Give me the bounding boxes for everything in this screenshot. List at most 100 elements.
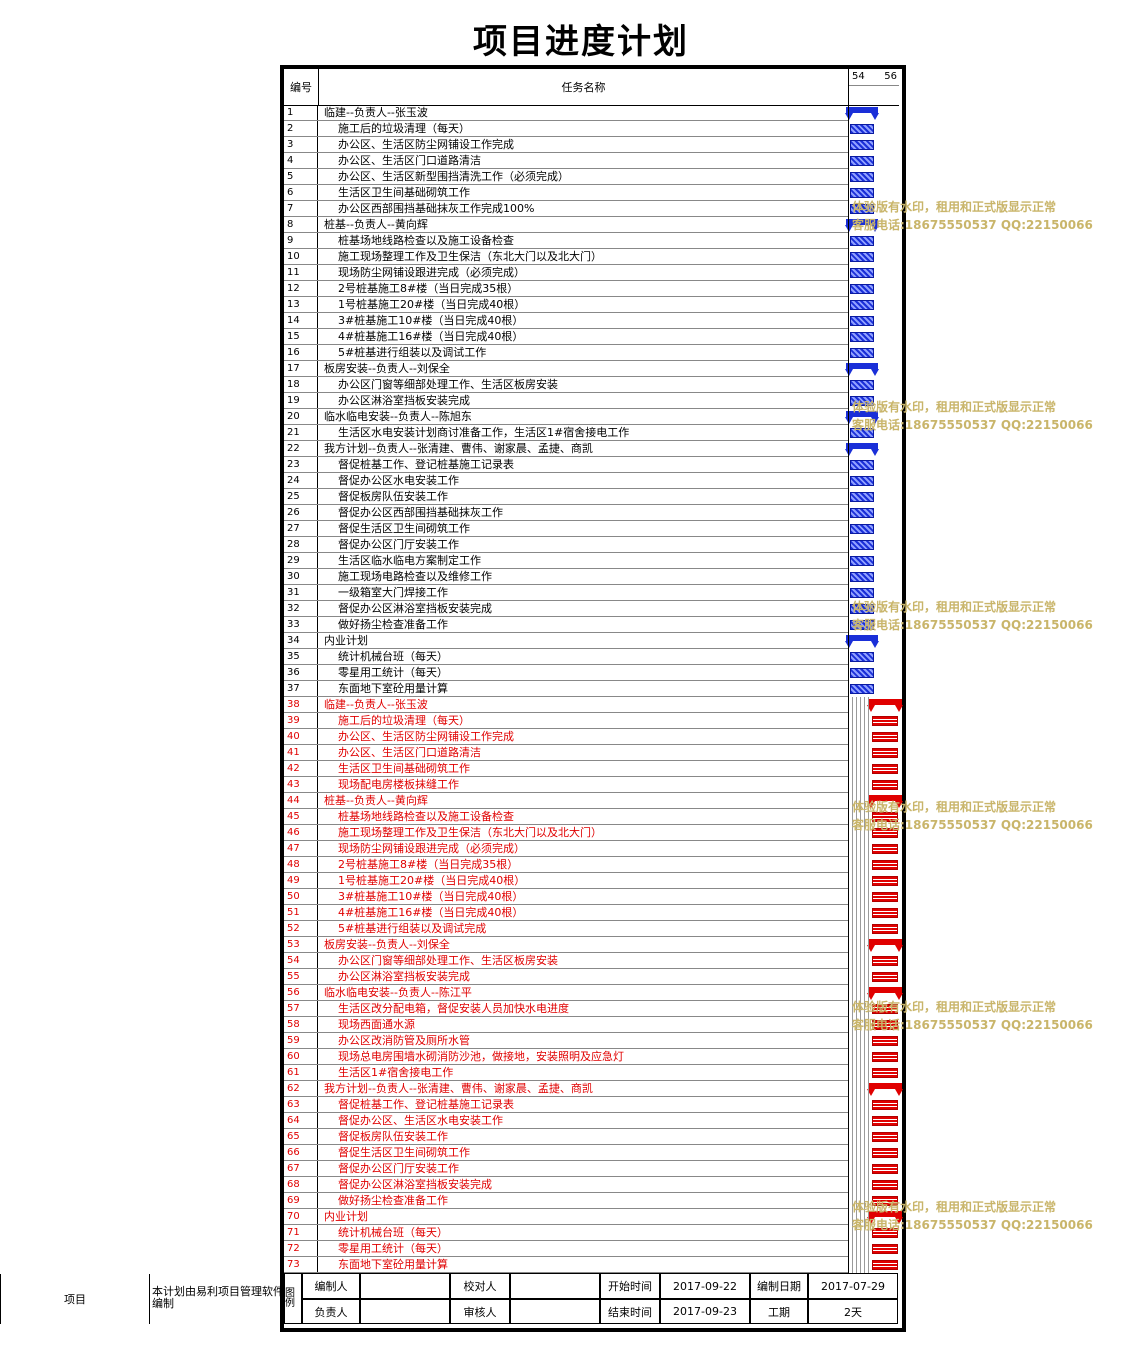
table-row[interactable]: 73 东面地下室砼用量计算 xyxy=(284,1257,848,1273)
table-row[interactable]: 59 办公区改消防管及厕所水管 xyxy=(284,1033,848,1049)
table-row[interactable]: 34 内业计划 xyxy=(284,633,848,649)
table-row[interactable]: 50 3#桩基施工10#楼（当日完成40根） xyxy=(284,889,848,905)
table-row[interactable]: 54 办公区门窗等细部处理工作、生活区板房安装 xyxy=(284,953,848,969)
table-row[interactable]: 68 督促办公区淋浴室挡板安装完成 xyxy=(284,1177,848,1193)
table-row[interactable]: 61 生活区1#宿舍接电工作 xyxy=(284,1065,848,1081)
gantt-grid-line xyxy=(868,697,869,1273)
table-row[interactable]: 17 板房安装--负责人--刘保全 xyxy=(284,361,848,377)
table-row[interactable]: 22 我方计划--负责人--张清建、曹伟、谢家晨、孟捷、商凯 xyxy=(284,441,848,457)
table-row[interactable]: 20 临水临电安装--负责人--陈旭东 xyxy=(284,409,848,425)
task-name: 办公区淋浴室挡板安装完成 xyxy=(338,970,470,983)
table-row[interactable]: 57 生活区改分配电箱，督促安装人员加快水电进度 xyxy=(284,1001,848,1017)
table-row[interactable]: 33 做好扬尘检查准备工作 xyxy=(284,617,848,633)
table-row[interactable]: 8 桩基--负责人--黄向辉 xyxy=(284,217,848,233)
table-row[interactable]: 10 施工现场整理工作及卫生保洁（东北大门以及北大门） xyxy=(284,249,848,265)
table-row[interactable]: 71 统计机械台班（每天） xyxy=(284,1225,848,1241)
table-row[interactable]: 66 督促生活区卫生间砌筑工作 xyxy=(284,1145,848,1161)
table-row[interactable]: 55 办公区淋浴室挡板安装完成 xyxy=(284,969,848,985)
table-row[interactable]: 48 2号桩基施工8#楼（当日完成35根） xyxy=(284,857,848,873)
table-row[interactable]: 65 督促板房队伍安装工作 xyxy=(284,1129,848,1145)
task-name: 临建--负责人--张玉波 xyxy=(324,106,428,119)
task-num: 17 xyxy=(284,361,318,376)
table-row[interactable]: 5 办公区、生活区新型围挡清洗工作（必须完成） xyxy=(284,169,848,185)
table-row[interactable]: 16 5#桩基进行组装以及调试工作 xyxy=(284,345,848,361)
gantt-task-bar xyxy=(850,300,874,310)
table-row[interactable]: 21 生活区水电安装计划商讨准备工作，生活区1#宿舍接电工作 xyxy=(284,425,848,441)
watermark-line2: 客服电话:18675550537 QQ:22150066 xyxy=(852,418,1093,432)
table-row[interactable]: 23 督促桩基工作、登记桩基施工记录表 xyxy=(284,457,848,473)
gantt-column xyxy=(848,105,899,1273)
table-row[interactable]: 47 现场防尘网铺设跟进完成（必须完成） xyxy=(284,841,848,857)
table-row[interactable]: 44 桩基--负责人--黄向辉 xyxy=(284,793,848,809)
table-row[interactable]: 64 督促办公区、生活区水电安装工作 xyxy=(284,1113,848,1129)
table-row[interactable]: 28 督促办公区门厅安装工作 xyxy=(284,537,848,553)
table-row[interactable]: 38 临建--负责人--张玉波 xyxy=(284,697,848,713)
table-row[interactable]: 70 内业计划 xyxy=(284,1209,848,1225)
table-row[interactable]: 72 零星用工统计（每天） xyxy=(284,1241,848,1257)
table-row[interactable]: 3 办公区、生活区防尘网铺设工作完成 xyxy=(284,137,848,153)
table-row[interactable]: 41 办公区、生活区门口道路清洁 xyxy=(284,745,848,761)
task-num: 52 xyxy=(284,921,318,936)
task-name: 督促办公区门厅安装工作 xyxy=(338,538,459,551)
table-row[interactable]: 32 督促办公区淋浴室挡板安装完成 xyxy=(284,601,848,617)
table-row[interactable]: 26 督促办公区西部围挡基础抹灰工作 xyxy=(284,505,848,521)
table-row[interactable]: 49 1号桩基施工20#楼（当日完成40根） xyxy=(284,873,848,889)
table-row[interactable]: 56 临水临电安装--负责人--陈江平 xyxy=(284,985,848,1001)
table-row[interactable]: 14 3#桩基施工10#楼（当日完成40根） xyxy=(284,313,848,329)
task-num: 53 xyxy=(284,937,318,952)
gantt-task-bar xyxy=(872,1164,898,1174)
table-row[interactable]: 24 督促办公区水电安装工作 xyxy=(284,473,848,489)
table-row[interactable]: 58 现场西面通水源 xyxy=(284,1017,848,1033)
table-row[interactable]: 40 办公区、生活区防尘网铺设工作完成 xyxy=(284,729,848,745)
task-name: 现场西面通水源 xyxy=(338,1018,415,1031)
table-row[interactable]: 25 督促板房队伍安装工作 xyxy=(284,489,848,505)
table-row[interactable]: 6 生活区卫生间基础砌筑工作 xyxy=(284,185,848,201)
table-row[interactable]: 2 施工后的垃圾清理（每天） xyxy=(284,121,848,137)
table-row[interactable]: 35 统计机械台班（每天） xyxy=(284,649,848,665)
table-row[interactable]: 36 零星用工统计（每天） xyxy=(284,665,848,681)
table-row[interactable]: 12 2号桩基施工8#楼（当日完成35根） xyxy=(284,281,848,297)
table-row[interactable]: 52 5#桩基进行组装以及调试完成 xyxy=(284,921,848,937)
table-row[interactable]: 46 施工现场整理工作及卫生保洁（东北大门以及北大门） xyxy=(284,825,848,841)
gantt-task-bar xyxy=(872,732,898,742)
table-row[interactable]: 53 板房安装--负责人--刘保全 xyxy=(284,937,848,953)
gantt-summary-bar xyxy=(845,363,879,376)
table-row[interactable]: 4 办公区、生活区门口道路清洁 xyxy=(284,153,848,169)
task-num: 73 xyxy=(284,1257,318,1272)
table-row[interactable]: 7 办公区西部围挡基础抹灰工作完成100% xyxy=(284,201,848,217)
gantt-task-bar xyxy=(850,524,874,534)
table-row[interactable]: 19 办公区淋浴室挡板安装完成 xyxy=(284,393,848,409)
table-row[interactable]: 18 办公区门窗等细部处理工作、生活区板房安装 xyxy=(284,377,848,393)
table-row[interactable]: 30 施工现场电路检查以及维修工作 xyxy=(284,569,848,585)
table-row[interactable]: 13 1号桩基施工20#楼（当日完成40根） xyxy=(284,297,848,313)
table-row[interactable]: 62 我方计划--负责人--张清建、曹伟、谢家晨、孟捷、商凯 xyxy=(284,1081,848,1097)
table-row[interactable]: 9 桩基场地线路检查以及施工设备检查 xyxy=(284,233,848,249)
task-name: 4#桩基施工16#楼（当日完成40根） xyxy=(338,906,524,919)
gantt-task-bar xyxy=(872,780,898,790)
table-row[interactable]: 43 现场配电房楼板抹缝工作 xyxy=(284,777,848,793)
table-row[interactable]: 15 4#桩基施工16#楼（当日完成40根） xyxy=(284,329,848,345)
gantt-task-bar xyxy=(872,892,898,902)
table-row[interactable]: 11 现场防尘网铺设跟进完成（必须完成） xyxy=(284,265,848,281)
table-row[interactable]: 42 生活区卫生间基础砌筑工作 xyxy=(284,761,848,777)
table-row[interactable]: 60 现场总电房围墙水砌消防沙池，做接地，安装照明及应急灯 xyxy=(284,1049,848,1065)
gantt-grid-line xyxy=(852,697,853,1273)
table-row[interactable]: 29 生活区临水临电方案制定工作 xyxy=(284,553,848,569)
table-row[interactable]: 63 督促桩基工作、登记桩基施工记录表 xyxy=(284,1097,848,1113)
table-row[interactable]: 51 4#桩基施工16#楼（当日完成40根） xyxy=(284,905,848,921)
task-name: 办公区、生活区门口道路清洁 xyxy=(338,154,481,167)
table-row[interactable]: 67 督促办公区门厅安装工作 xyxy=(284,1161,848,1177)
task-num: 56 xyxy=(284,985,318,1000)
task-name: 1号桩基施工20#楼（当日完成40根） xyxy=(338,874,526,887)
page-title: 项目进度计划 xyxy=(473,22,689,62)
footer-note: 本计划由易利项目管理软件编制 xyxy=(152,1285,284,1310)
table-row[interactable]: 37 东面地下室砼用量计算 xyxy=(284,681,848,697)
table-row[interactable]: 1 临建--负责人--张玉波 xyxy=(284,105,848,121)
table-row[interactable]: 45 桩基场地线路检查以及施工设备检查 xyxy=(284,809,848,825)
table-row[interactable]: 31 一级箱室大门焊接工作 xyxy=(284,585,848,601)
table-row[interactable]: 69 做好扬尘检查准备工作 xyxy=(284,1193,848,1209)
table-row[interactable]: 39 施工后的垃圾清理（每天） xyxy=(284,713,848,729)
task-name: 生活区1#宿舍接电工作 xyxy=(338,1066,454,1079)
table-row[interactable]: 27 督促生活区卫生间砌筑工作 xyxy=(284,521,848,537)
start-value: 2017-09-22 xyxy=(660,1273,750,1299)
